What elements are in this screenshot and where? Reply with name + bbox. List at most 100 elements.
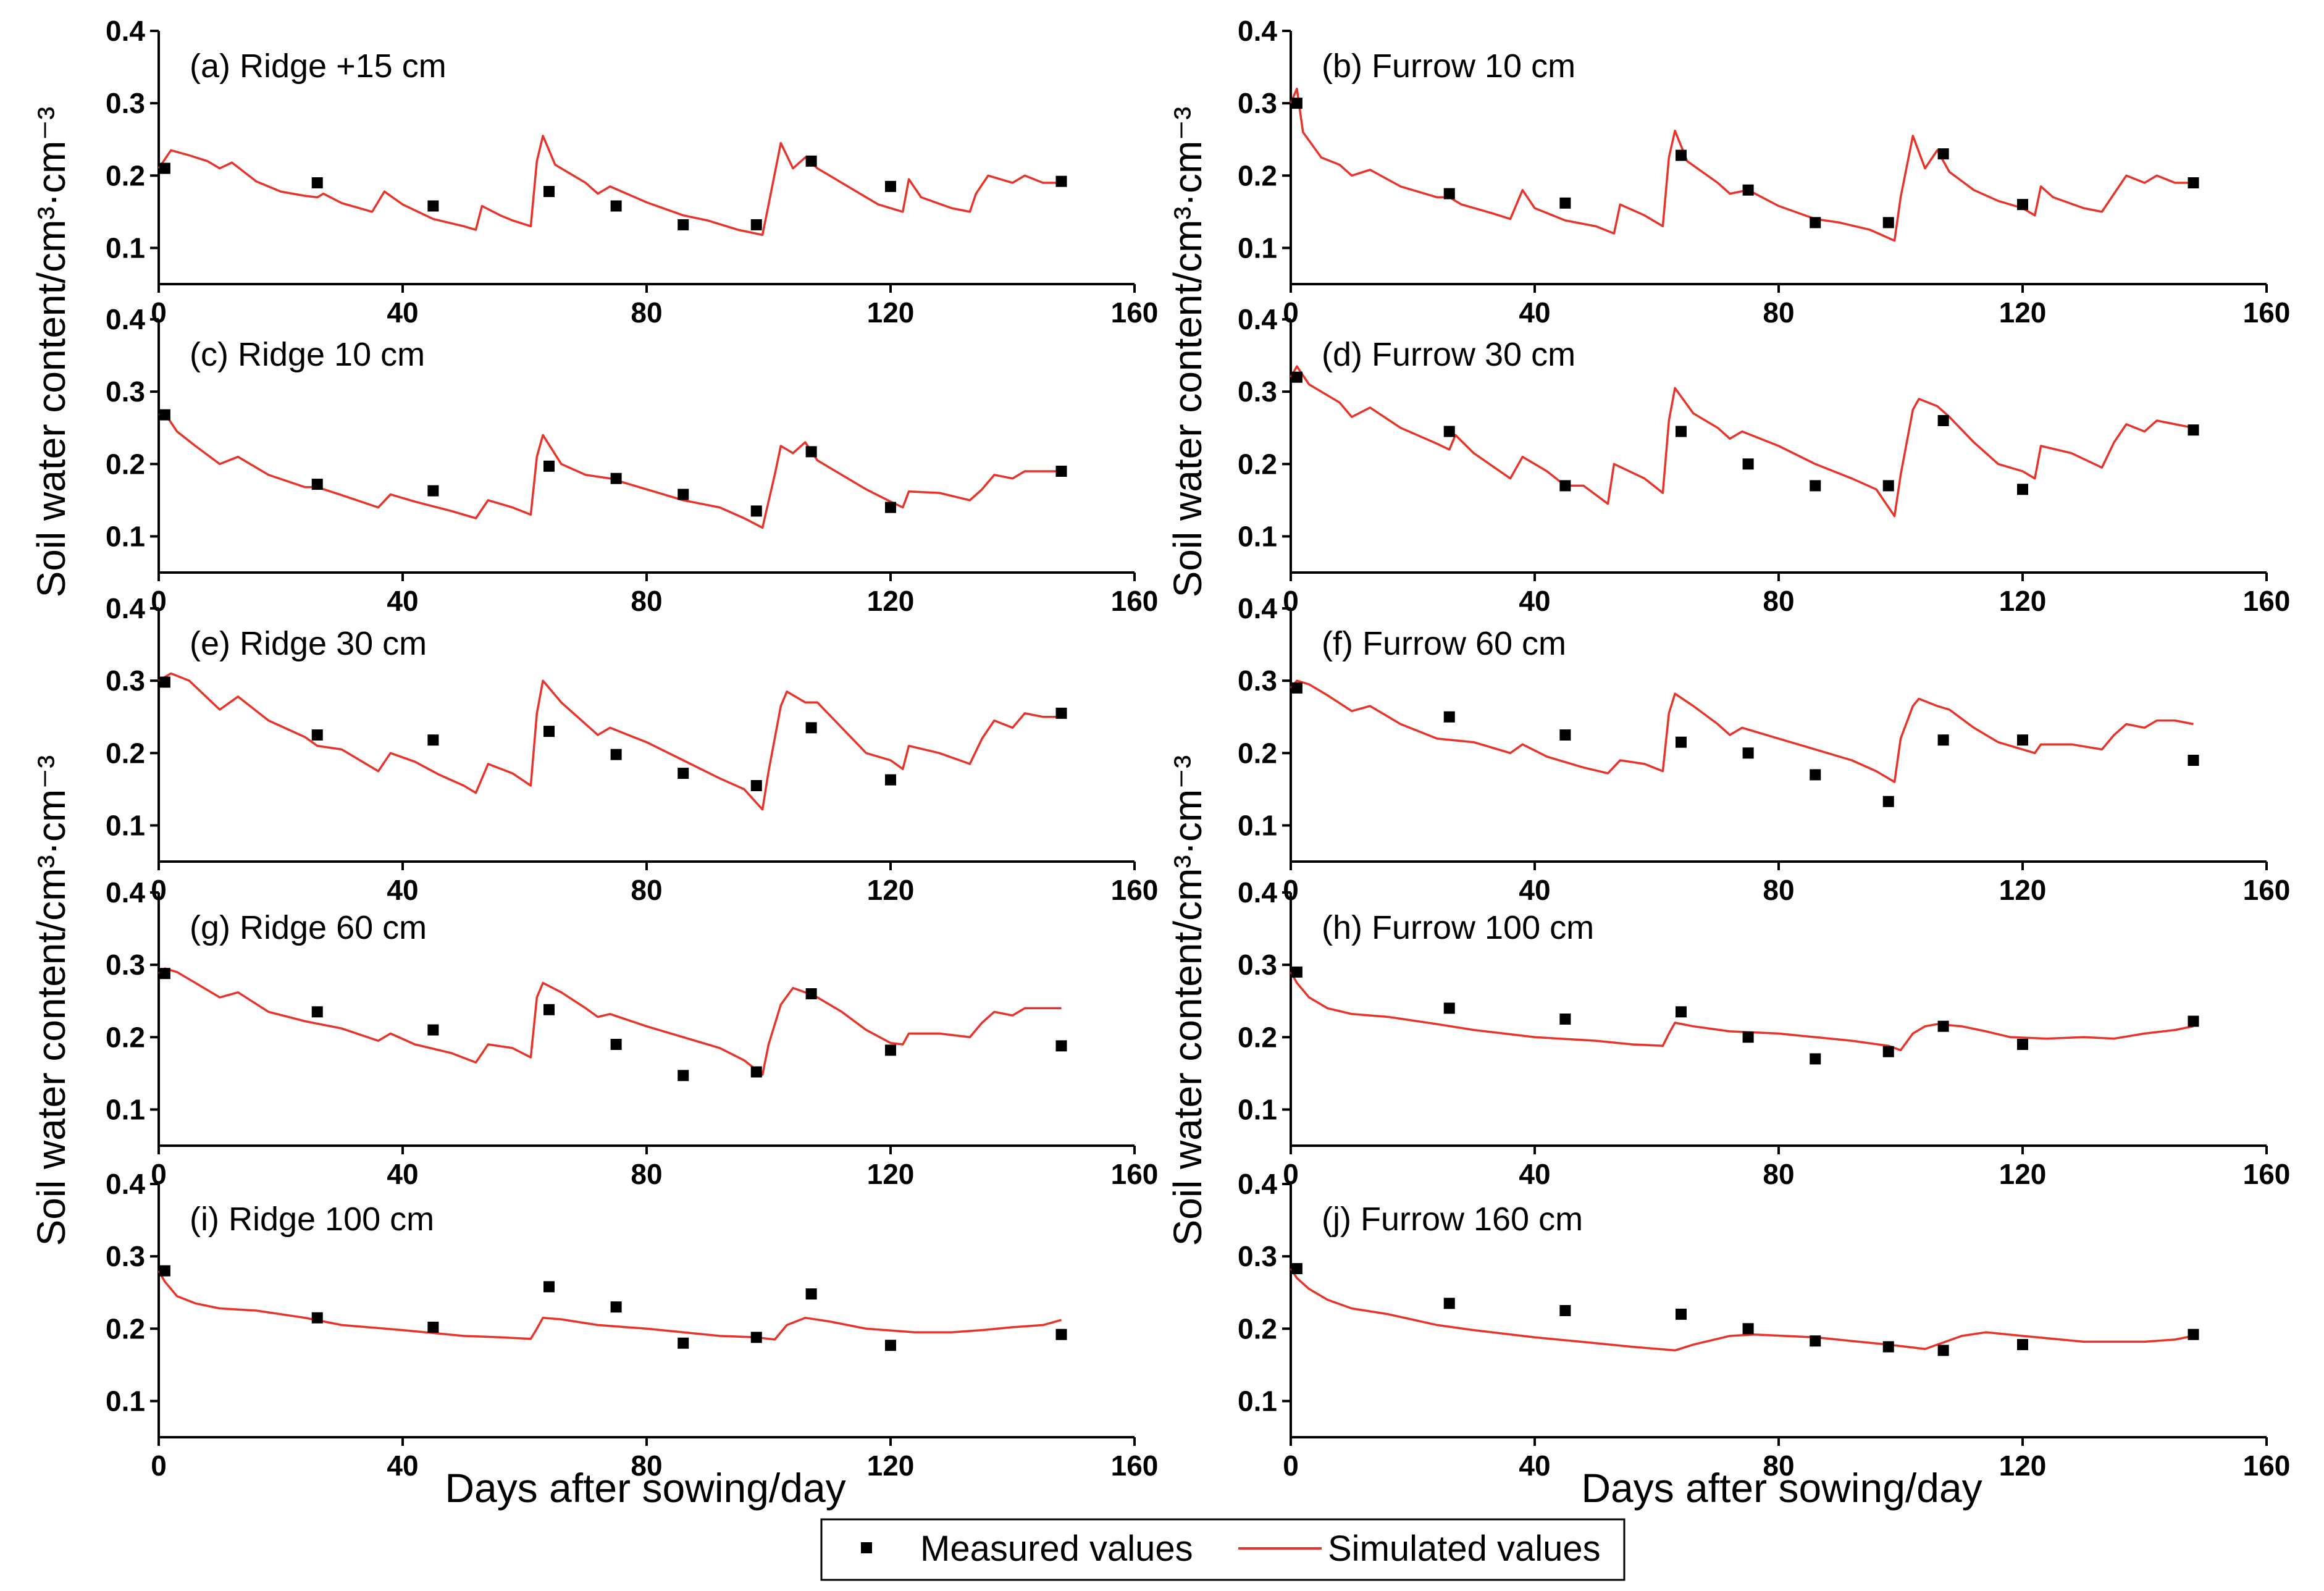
x-tick-label: 40 bbox=[387, 1450, 418, 1482]
measured-point bbox=[677, 1337, 689, 1349]
panel-a: 0.10.20.30.40 40 80 120 160(a) Ridge +15 cm bbox=[106, 15, 1158, 329]
measured-point bbox=[1291, 371, 1303, 383]
measured-point bbox=[1882, 1046, 1894, 1057]
x-tick-label: 80 bbox=[631, 874, 662, 906]
measured-point bbox=[610, 200, 622, 212]
measured-point bbox=[1937, 1020, 1949, 1032]
x-tick-label: 80 bbox=[1763, 296, 1794, 329]
y-tick-label: 0.3 bbox=[1238, 376, 1277, 408]
measured-point bbox=[159, 968, 170, 980]
measured-point bbox=[1055, 175, 1067, 187]
panel-title: (f) Furrow 60 cm bbox=[1322, 625, 1566, 662]
y-tick-label: 0.1 bbox=[1238, 1385, 1277, 1417]
x-tick-label: 160 bbox=[2243, 1450, 2291, 1482]
y-tick-label: 0.4 bbox=[106, 303, 145, 335]
x-tick-label: 80 bbox=[1763, 585, 1794, 617]
y-tick-label: 0.3 bbox=[1238, 665, 1277, 697]
measured-point bbox=[1742, 1323, 1754, 1335]
measured-point bbox=[1676, 736, 1687, 748]
measured-point bbox=[677, 768, 689, 779]
x-tick-label: 120 bbox=[867, 874, 915, 906]
measured-point bbox=[1937, 1345, 1949, 1356]
measured-point bbox=[543, 186, 555, 198]
panel-e: 0.10.20.30.40 40 80 120 160(e) Ridge 30 cm bbox=[106, 592, 1158, 906]
measured-point bbox=[750, 1066, 762, 1078]
measured-point bbox=[2188, 1015, 2199, 1027]
x-tick-label: 160 bbox=[2243, 1158, 2291, 1190]
y-tick-label: 0.2 bbox=[1238, 1021, 1277, 1053]
y-tick-label: 0.1 bbox=[106, 809, 145, 841]
measured-point bbox=[1443, 188, 1455, 199]
measured-point bbox=[610, 1039, 622, 1050]
measured-point bbox=[610, 749, 622, 760]
panel-title: (c) Ridge 10 cm bbox=[190, 336, 425, 373]
measured-point bbox=[805, 1288, 817, 1300]
x-axis-label-left: Days after sowing/day bbox=[445, 1465, 845, 1511]
measured-point bbox=[805, 988, 817, 999]
x-tick-label: 120 bbox=[1999, 1158, 2047, 1190]
x-tick-label: 80 bbox=[1763, 874, 1794, 906]
y-tick-label: 0.1 bbox=[106, 520, 145, 552]
measured-point bbox=[159, 1265, 170, 1277]
x-tick-label: 160 bbox=[1111, 874, 1159, 906]
measured-point bbox=[1055, 1040, 1067, 1052]
measured-point bbox=[2017, 734, 2028, 746]
y-tick-label: 0.1 bbox=[1238, 809, 1277, 841]
y-tick-label: 0.3 bbox=[106, 949, 145, 981]
y-tick-label: 0.3 bbox=[106, 87, 145, 119]
simulated-series-line bbox=[157, 1270, 1062, 1341]
y-tick-label: 0.4 bbox=[1238, 303, 1277, 335]
y-tick-label: 0.2 bbox=[106, 737, 145, 769]
measured-point bbox=[2188, 424, 2199, 436]
measured-point bbox=[1742, 458, 1754, 470]
x-tick-label: 120 bbox=[867, 1450, 915, 1482]
y-tick-label: 0.3 bbox=[106, 665, 145, 697]
x-tick-label: 40 bbox=[387, 874, 418, 906]
measured-point bbox=[1559, 729, 1571, 741]
measured-point bbox=[1291, 682, 1303, 694]
measured-point bbox=[750, 1332, 762, 1343]
measured-point bbox=[1742, 747, 1754, 759]
y-tick-label: 0.3 bbox=[1238, 949, 1277, 981]
y-tick-label: 0.2 bbox=[1238, 1312, 1277, 1345]
y-tick-label: 0.4 bbox=[1238, 592, 1277, 624]
x-axis-label-right: Days after sowing/day bbox=[1581, 1465, 1982, 1511]
measured-point bbox=[677, 219, 689, 230]
measured-point bbox=[885, 774, 896, 786]
x-tick-label: 120 bbox=[1999, 874, 2047, 906]
measured-point bbox=[885, 1340, 896, 1351]
simulated-series-line bbox=[1290, 679, 2194, 783]
y-axis-label-right-bottom: Soil water content/cm³·cm⁻³ bbox=[1165, 755, 1210, 1246]
measured-point bbox=[1882, 217, 1894, 229]
measured-point bbox=[1559, 480, 1571, 492]
measured-point bbox=[1443, 1298, 1455, 1309]
measured-point bbox=[1676, 149, 1687, 161]
measured-point bbox=[1937, 148, 1949, 160]
y-tick-label: 0.1 bbox=[1238, 1093, 1277, 1125]
x-tick-label: 120 bbox=[1999, 585, 2047, 617]
measured-point bbox=[805, 722, 817, 734]
measured-point bbox=[1937, 734, 1949, 746]
x-tick-label: 80 bbox=[1763, 1450, 1794, 1482]
measured-point bbox=[1742, 184, 1754, 196]
y-tick-label: 0.3 bbox=[106, 376, 145, 408]
measured-point bbox=[610, 1301, 622, 1313]
measured-point bbox=[885, 1044, 896, 1056]
measured-point bbox=[311, 177, 323, 188]
panel-i: 0.1 0.2 0.3 0.4 0 40 80 120 160 (i) Ridge 100 cm bbox=[106, 1168, 1158, 1482]
y-tick-label: 0.2 bbox=[106, 1312, 145, 1345]
measured-point bbox=[311, 1312, 323, 1324]
x-tick-label: 160 bbox=[1111, 296, 1159, 329]
measured-point bbox=[1810, 480, 1821, 492]
legend-box bbox=[820, 1518, 1626, 1581]
measured-point bbox=[427, 1321, 439, 1333]
legend-measured-label: Measured values bbox=[920, 1529, 1193, 1569]
y-tick-label: 0.3 bbox=[106, 1240, 145, 1272]
measured-point bbox=[543, 1281, 555, 1293]
simulated-series-line bbox=[157, 135, 1062, 237]
x-tick-label: 160 bbox=[1111, 1450, 1159, 1482]
panel-title: (d) Furrow 30 cm bbox=[1322, 336, 1575, 373]
measured-point bbox=[1055, 707, 1067, 719]
x-tick-label: 160 bbox=[2243, 874, 2291, 906]
